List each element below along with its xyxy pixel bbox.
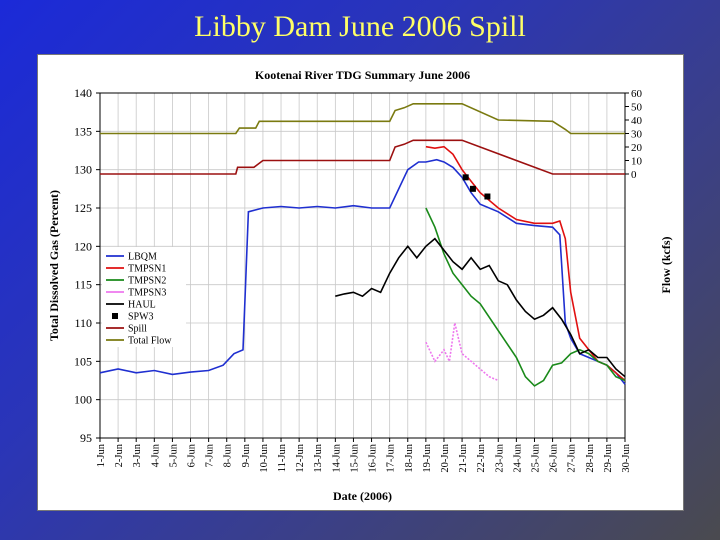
y-tick-label: 105 bbox=[74, 354, 92, 368]
y2-tick-label: 30 bbox=[631, 129, 643, 141]
plot-area bbox=[100, 93, 625, 438]
legend-label: SPW3 bbox=[128, 312, 154, 323]
x-tick-label: 25-Jun bbox=[530, 443, 541, 472]
x-tick-label: 11-Jun bbox=[277, 443, 288, 472]
y-tick-label: 130 bbox=[74, 163, 92, 177]
x-tick-label: 24-Jun bbox=[512, 443, 523, 472]
x-tick-label: 29-Jun bbox=[603, 443, 614, 472]
series-line-haul bbox=[335, 237, 626, 378]
x-tick-label: 23-Jun bbox=[494, 443, 505, 472]
x-tick-label: 6-Jun bbox=[187, 443, 198, 467]
x-tick-label: 13-Jun bbox=[313, 443, 324, 472]
y-tick-label: 95 bbox=[80, 431, 92, 445]
y-tick-label: 120 bbox=[74, 239, 92, 253]
y-tick-label: 125 bbox=[74, 201, 92, 215]
x-tick-label: 10-Jun bbox=[259, 443, 270, 472]
x-tick-label: 22-Jun bbox=[476, 443, 487, 472]
y-tick-label: 110 bbox=[74, 316, 92, 330]
y2-tick-label: 20 bbox=[631, 142, 643, 154]
chart-title: Kootenai River TDG Summary June 2006 bbox=[255, 68, 470, 82]
x-tick-label: 12-Jun bbox=[295, 443, 306, 472]
x-tick-label: 1-Jun bbox=[96, 443, 107, 467]
y2-tick-label: 0 bbox=[631, 169, 637, 181]
legend-label: TMPSN1 bbox=[128, 264, 166, 275]
legend-swatch bbox=[112, 313, 118, 319]
x-tick-label: 9-Jun bbox=[241, 443, 252, 467]
x-tick-label: 19-Jun bbox=[422, 443, 433, 472]
x-tick-label: 28-Jun bbox=[585, 443, 596, 472]
y-tick-label: 115 bbox=[74, 278, 92, 292]
series-line-tmpsn2 bbox=[425, 207, 626, 387]
legend-label: TMPSN2 bbox=[128, 276, 166, 287]
x-tick-label: 18-Jun bbox=[404, 443, 415, 472]
series-marker-spw3 bbox=[469, 185, 476, 192]
y-tick-label: 100 bbox=[74, 393, 92, 407]
y-tick-label: 135 bbox=[74, 124, 92, 138]
x-tick-label: 15-Jun bbox=[349, 443, 360, 472]
x-tick-label: 27-Jun bbox=[567, 443, 578, 472]
x-tick-label: 26-Jun bbox=[549, 443, 560, 472]
legend-label: LBQM bbox=[128, 252, 157, 263]
legend-label: Total Flow bbox=[128, 336, 172, 347]
series-line-total-flow bbox=[100, 102, 625, 135]
series-marker-spw3 bbox=[484, 193, 491, 200]
y2-tick-label: 10 bbox=[631, 156, 643, 168]
x-tick-label: 16-Jun bbox=[368, 443, 379, 472]
x-tick-label: 14-Jun bbox=[331, 443, 342, 472]
x-tick-label: 17-Jun bbox=[386, 443, 397, 472]
legend-label: HAUL bbox=[128, 300, 156, 311]
x-tick-label: 21-Jun bbox=[458, 443, 469, 472]
x-tick-label: 8-Jun bbox=[223, 443, 234, 467]
x-tick-label: 4-Jun bbox=[150, 443, 161, 467]
y-tick-label: 140 bbox=[74, 86, 92, 100]
legend-box bbox=[102, 247, 186, 347]
y2-tick-label: 60 bbox=[631, 88, 643, 100]
x-tick-label: 30-Jun bbox=[621, 443, 632, 472]
x-tick-label: 3-Jun bbox=[132, 443, 143, 467]
slide-title: Libby Dam June 2006 Spill bbox=[194, 10, 526, 43]
chart-legend: LBQMTMPSN1TMPSN2TMPSN3HAULSPW3SpillTotal… bbox=[102, 247, 186, 347]
x-tick-label: 5-Jun bbox=[168, 443, 179, 467]
x-tick-label: 2-Jun bbox=[114, 443, 125, 467]
plot-frame bbox=[99, 92, 626, 439]
tdg-chart: Kootenai River TDG Summary June 2006 95 10… bbox=[47, 68, 673, 503]
y-axis-title: Total Dissolved Gas (Percent) bbox=[47, 190, 61, 341]
legend-label: TMPSN3 bbox=[128, 288, 166, 299]
series-marker-spw3 bbox=[462, 174, 469, 181]
legend-label: Spill bbox=[128, 324, 147, 335]
x-tick-label: 20-Jun bbox=[440, 443, 451, 472]
y2-axis-title: Flow (kcfs) bbox=[659, 237, 673, 294]
x-tick-label: 7-Jun bbox=[205, 443, 216, 467]
y2-tick-label: 40 bbox=[631, 115, 643, 127]
x-axis-title: Date (2006) bbox=[333, 489, 392, 503]
series-line-spill bbox=[100, 139, 625, 175]
series-line-tmpsn3 bbox=[425, 322, 499, 382]
y2-tick-label: 50 bbox=[631, 102, 643, 114]
chart-panel: Kootenai River TDG Summary June 2006 95 10… bbox=[37, 54, 684, 511]
